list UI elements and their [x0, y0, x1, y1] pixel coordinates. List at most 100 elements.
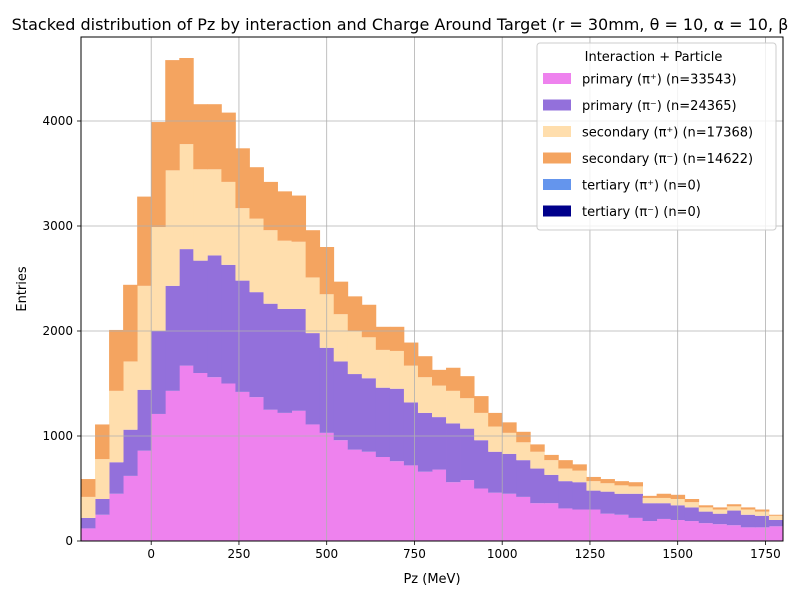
histogram-bar	[179, 144, 194, 250]
histogram-bar	[544, 454, 559, 461]
legend-entry-label: tertiary (π⁺) (n=0)	[582, 179, 701, 194]
histogram-bar	[544, 474, 559, 504]
x-tick-label: 250	[227, 547, 250, 561]
histogram-bar	[516, 460, 531, 497]
histogram-bar	[151, 122, 166, 228]
histogram-bar	[249, 167, 264, 219]
histogram-bar	[488, 412, 503, 427]
histogram-bar	[600, 513, 615, 541]
x-tick-label: 1000	[487, 547, 518, 561]
histogram-bar	[375, 387, 391, 457]
histogram-bar	[137, 389, 152, 451]
histogram-bar	[347, 331, 363, 375]
histogram-bar	[432, 417, 447, 470]
histogram-bar	[95, 514, 110, 541]
histogram-bar	[768, 520, 784, 527]
histogram-bar	[193, 373, 208, 541]
histogram-bar	[558, 508, 573, 541]
histogram-bar	[684, 521, 700, 541]
histogram-bar	[656, 503, 672, 519]
histogram-bar	[684, 499, 700, 503]
histogram-bar	[586, 509, 601, 541]
histogram-bar	[375, 349, 391, 388]
histogram-bar	[586, 476, 601, 482]
histogram-bar	[333, 361, 349, 441]
histogram-bar	[333, 440, 349, 541]
histogram-bar	[207, 377, 222, 541]
histogram-bar	[417, 377, 433, 413]
histogram-bar	[277, 308, 292, 413]
histogram-bar	[656, 518, 672, 541]
histogram-bar	[347, 374, 363, 450]
x-tick-label: 750	[403, 547, 426, 561]
histogram-bar	[95, 424, 110, 460]
histogram-bar	[698, 523, 714, 541]
histogram-bar	[614, 493, 629, 515]
legend-swatch	[543, 152, 571, 164]
histogram-bar	[123, 429, 138, 476]
histogram-bar	[221, 264, 236, 384]
histogram-bar	[389, 461, 405, 541]
histogram-bar	[768, 514, 784, 516]
histogram-bar	[347, 296, 363, 331]
histogram-bar	[263, 230, 278, 304]
histogram-bar	[165, 390, 180, 541]
legend-swatch	[543, 179, 571, 190]
histogram-bar	[572, 470, 587, 483]
histogram-bar	[403, 465, 419, 541]
histogram-bar	[305, 230, 321, 278]
histogram-bar	[460, 480, 475, 541]
histogram-bar	[417, 412, 433, 472]
chart-title: Stacked distribution of Pz by interactio…	[12, 15, 789, 34]
histogram-bar	[642, 497, 658, 504]
histogram-bar	[558, 460, 573, 469]
histogram-bar	[446, 423, 461, 483]
histogram-bar	[151, 413, 166, 541]
histogram-bar	[95, 459, 110, 499]
histogram-bar	[488, 426, 503, 452]
histogram-bar	[712, 513, 728, 525]
histogram-bar	[432, 385, 447, 418]
histogram-bar	[600, 491, 615, 514]
histogram-bar	[558, 468, 573, 482]
histogram-bar	[403, 365, 419, 403]
x-axis-label: Pz (MeV)	[403, 572, 460, 587]
histogram-bar	[740, 514, 756, 528]
histogram-bar	[375, 326, 391, 350]
y-tick-label: 4000	[42, 114, 73, 128]
histogram-bar	[558, 481, 573, 509]
histogram-bar	[642, 521, 658, 541]
histogram-bar	[417, 471, 433, 541]
histogram-bar	[530, 444, 545, 452]
y-tick-label: 0	[65, 534, 73, 548]
histogram-bar	[460, 398, 475, 429]
histogram-bar	[586, 490, 601, 510]
histogram-bar	[628, 493, 643, 518]
histogram-bar	[516, 431, 531, 443]
histogram-bar	[361, 337, 377, 379]
histogram-bar	[516, 496, 531, 541]
histogram-bar	[207, 255, 222, 378]
histogram-bar	[333, 281, 349, 315]
x-tick-label: 500	[315, 547, 338, 561]
histogram-bars	[81, 58, 784, 541]
histogram-bar	[221, 181, 236, 265]
histogram-bar	[502, 453, 517, 494]
legend-swatch	[543, 126, 571, 137]
histogram-bar	[754, 527, 770, 541]
histogram-bar	[754, 509, 770, 512]
histogram-bar	[530, 451, 545, 469]
histogram-bar	[81, 496, 96, 518]
legend-entry-label: secondary (π⁺) (n=17368)	[582, 126, 753, 141]
histogram-bar	[698, 507, 714, 512]
histogram-bar	[165, 60, 180, 171]
histogram-bar	[165, 285, 180, 391]
plot-frame	[80, 36, 784, 542]
histogram-bar	[726, 506, 742, 511]
histogram-bar	[656, 493, 672, 498]
histogram-bar	[403, 402, 419, 466]
histogram-bar	[361, 378, 377, 452]
legend-entry-label: secondary (π⁻) (n=14622)	[582, 152, 753, 167]
histogram-bar	[726, 510, 742, 526]
histogram-bar	[235, 208, 250, 281]
